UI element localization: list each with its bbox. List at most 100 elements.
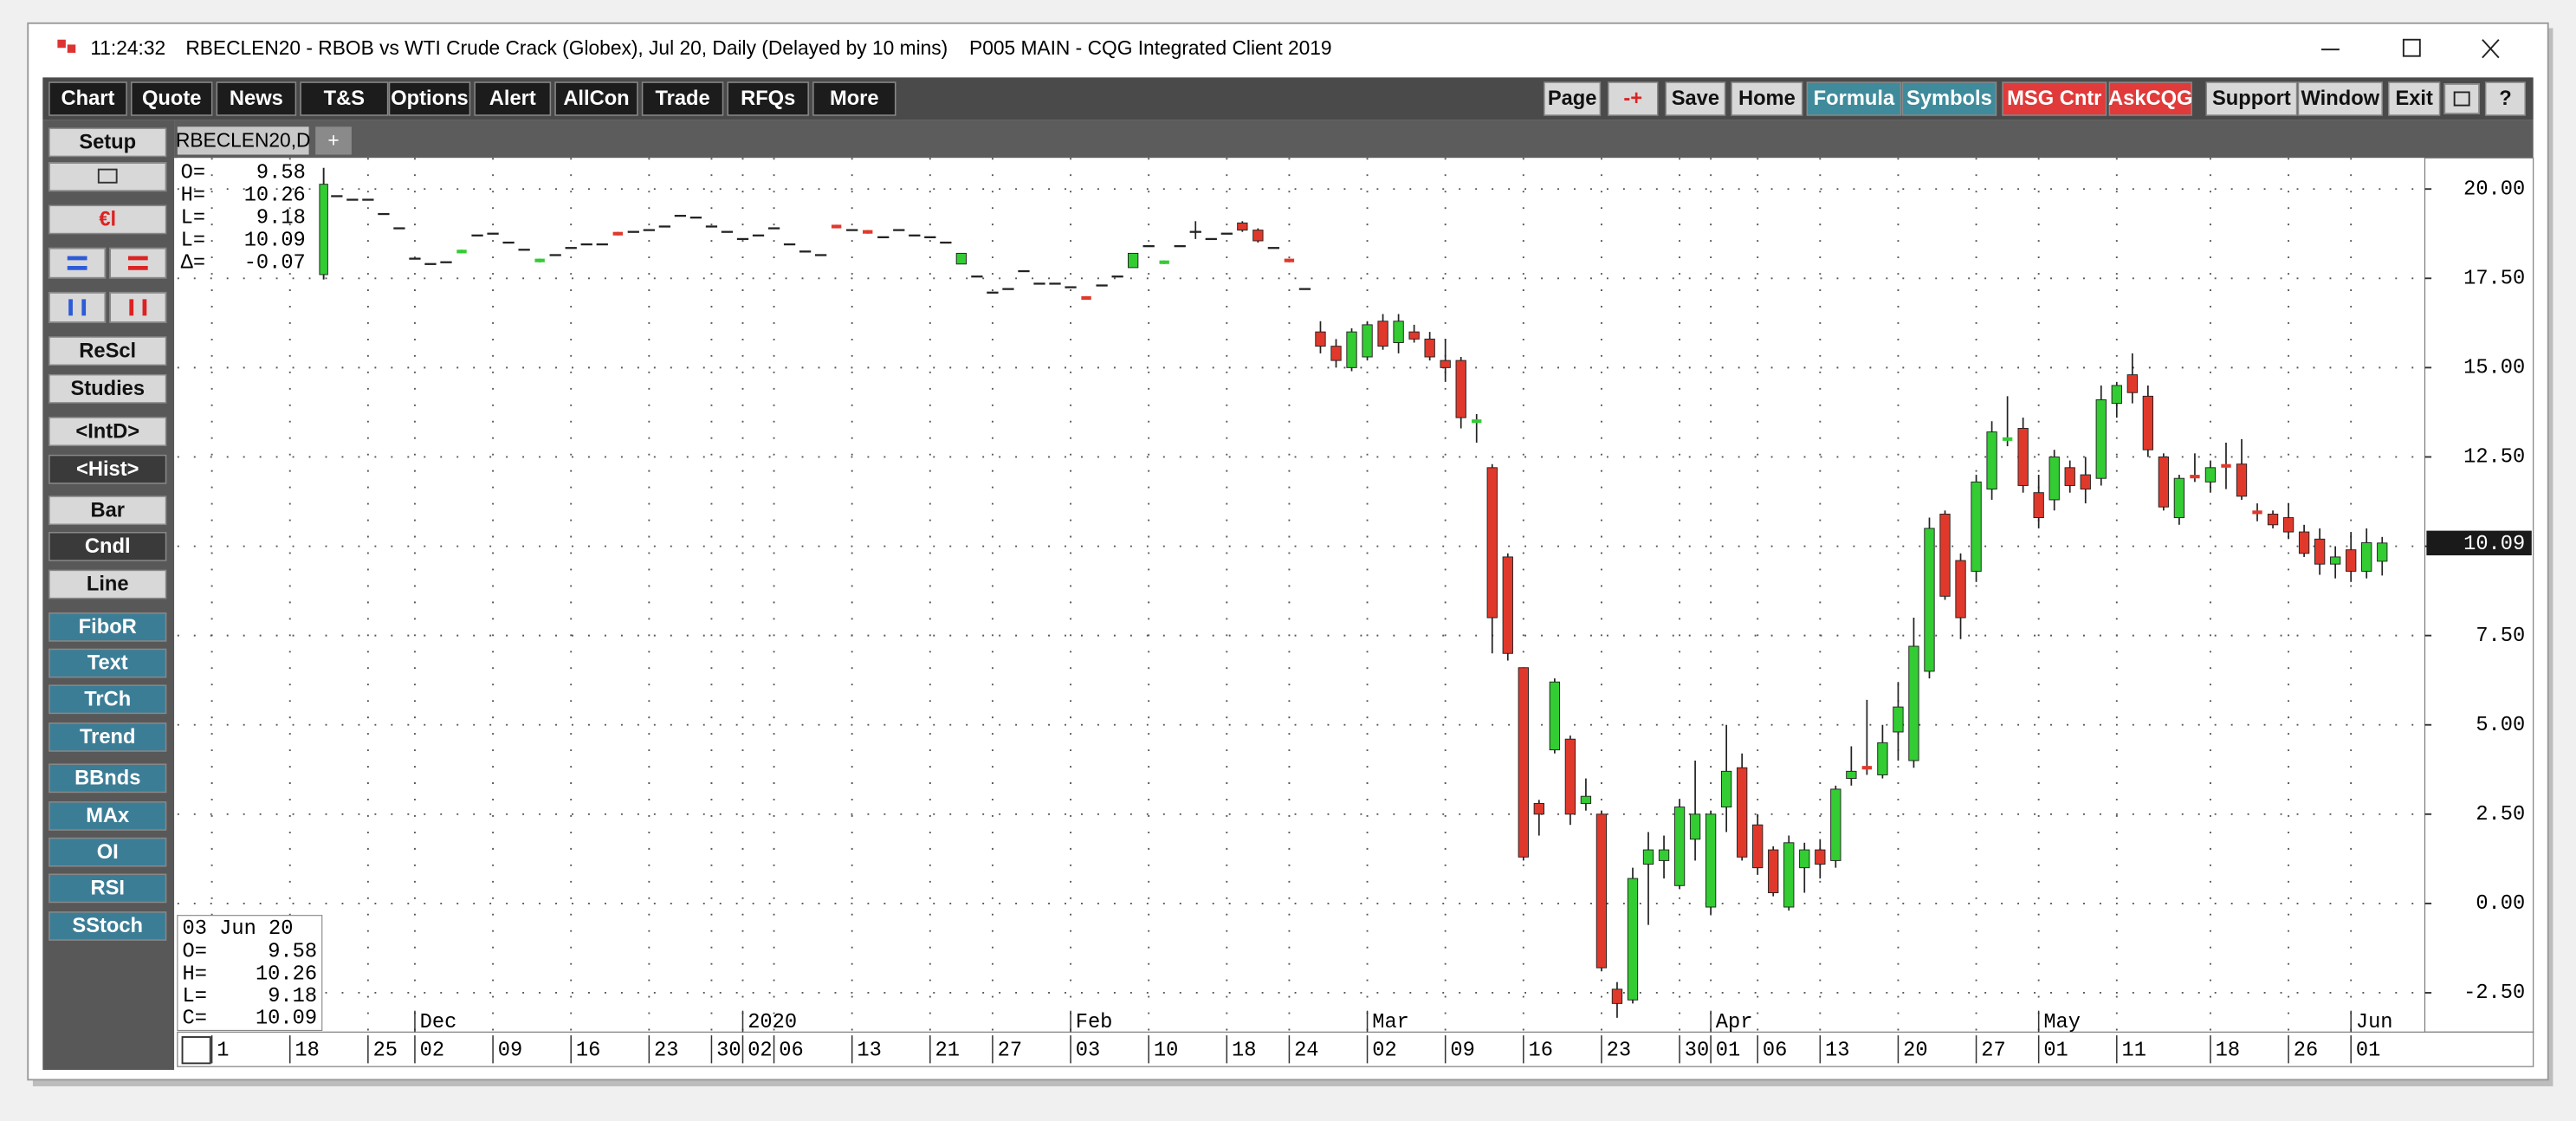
toolbar-button[interactable]: [2388, 81, 2441, 116]
new-tab-label[interactable]: +: [327, 128, 339, 151]
toolbar-button-label[interactable]: Exit: [2395, 87, 2433, 110]
sidebar-button[interactable]: [49, 722, 167, 752]
toolbar-button-label[interactable]: Quote: [142, 87, 201, 110]
print-button[interactable]: [48, 162, 167, 192]
toolbar-button-label[interactable]: -+: [1623, 87, 1642, 110]
toolbar-button[interactable]: [2484, 81, 2526, 116]
toolbar-button-label[interactable]: Support: [2212, 87, 2291, 110]
sidebar-button-label[interactable]: BBnds: [74, 768, 140, 790]
toolbar-button-label[interactable]: Options: [391, 87, 468, 110]
sidebar-button-label[interactable]: Line: [87, 573, 129, 596]
toolbar-button-label[interactable]: Formula: [1814, 87, 1895, 110]
chart-tab[interactable]: [177, 126, 309, 155]
sidebar-button-label[interactable]: OI: [97, 841, 119, 864]
restore-icon: [2453, 91, 2470, 107]
toolbar-button[interactable]: [812, 81, 896, 116]
toolbar-button-label[interactable]: AllCon: [563, 87, 629, 110]
toolbar-button[interactable]: [474, 81, 552, 116]
sidebar-button[interactable]: [49, 454, 167, 484]
sidebar-button[interactable]: [49, 569, 167, 599]
sidebar-button-label[interactable]: Text: [87, 652, 128, 675]
sidebar-button[interactable]: [49, 417, 167, 446]
x-tick-label: 02: [748, 1039, 772, 1062]
sidebar-button[interactable]: [49, 496, 167, 526]
candle-body: [1783, 842, 1795, 908]
sidebar-button-label[interactable]: Setup: [79, 132, 136, 154]
restore-button[interactable]: [2443, 83, 2481, 115]
sidebar-button[interactable]: [49, 373, 167, 404]
toolbar-button[interactable]: [1806, 81, 1902, 116]
toolbar-button-label[interactable]: MSG Cntr: [2007, 87, 2101, 110]
new-tab[interactable]: [315, 126, 352, 155]
toolbar-button[interactable]: [1901, 81, 1997, 116]
toolbar-button[interactable]: [2108, 81, 2192, 116]
sidebar-button-label[interactable]: €l: [99, 209, 116, 231]
toolbar-button[interactable]: [49, 81, 127, 116]
sidebar-button[interactable]: [49, 763, 167, 794]
chart-tab-label[interactable]: RBECLEN20,D: [176, 128, 311, 151]
tool-button[interactable]: [48, 291, 107, 323]
sidebar-button-label[interactable]: RSI: [90, 878, 125, 900]
toolbar-button[interactable]: [130, 81, 213, 116]
toolbar-button[interactable]: [2002, 81, 2107, 116]
toolbar-button-label[interactable]: T&S: [324, 87, 365, 110]
toolbar-button[interactable]: [1544, 81, 1602, 116]
toolbar-button-label[interactable]: Symbols: [1906, 87, 1992, 110]
maximize-button[interactable]: [2402, 38, 2421, 57]
toolbar-button[interactable]: [727, 81, 809, 116]
sidebar-button-label[interactable]: Bar: [90, 499, 125, 522]
data-box-candle: [319, 184, 328, 275]
sidebar-button[interactable]: [49, 873, 167, 904]
toolbar-button-label[interactable]: ?: [2499, 87, 2511, 110]
toolbar-button[interactable]: [2297, 81, 2383, 116]
sidebar-button[interactable]: [49, 204, 167, 235]
toolbar-button-label[interactable]: Home: [1738, 87, 1796, 110]
candle-body: [2158, 456, 2170, 508]
toolbar-button-label[interactable]: AskCQG: [2108, 87, 2192, 110]
toolbar-button-label[interactable]: Save: [1672, 87, 1719, 110]
sidebar-button[interactable]: [49, 801, 167, 831]
sidebar-button[interactable]: [49, 336, 167, 366]
tool-button[interactable]: [109, 247, 167, 279]
sidebar-button[interactable]: [49, 531, 167, 561]
toolbar-button-label[interactable]: Window: [2301, 87, 2380, 110]
sidebar-button[interactable]: [49, 612, 167, 642]
toolbar-button-label[interactable]: Page: [1548, 87, 1597, 110]
sidebar-button-label[interactable]: TrCh: [84, 688, 131, 710]
toolbar-button[interactable]: [1731, 81, 1803, 116]
toolbar-button[interactable]: [2205, 81, 2298, 116]
close-button[interactable]: [2482, 39, 2500, 59]
toolbar-button[interactable]: [300, 81, 389, 116]
toolbar-button-label[interactable]: Chart: [61, 87, 115, 110]
toolbar-button[interactable]: [1608, 81, 1659, 116]
toolbar-button[interactable]: [1665, 81, 1726, 116]
sidebar-button-label[interactable]: Cndl: [85, 535, 131, 558]
candle-body: [1720, 770, 1732, 808]
toolbar-button-label[interactable]: Trade: [655, 87, 709, 110]
sidebar-button[interactable]: [49, 648, 167, 678]
sidebar-button-label[interactable]: <IntD>: [75, 420, 139, 443]
sidebar-button-label[interactable]: ReScl: [79, 340, 136, 362]
tool-button[interactable]: [109, 291, 167, 323]
sidebar-button-label[interactable]: FiboR: [79, 616, 137, 638]
toolbar-button-label[interactable]: News: [230, 87, 283, 110]
sidebar-button[interactable]: [49, 911, 167, 941]
x-tick-label: 21: [935, 1039, 960, 1062]
sidebar-button[interactable]: [49, 837, 167, 867]
sidebar-button-label[interactable]: MAx: [86, 805, 129, 827]
toolbar-button[interactable]: [216, 81, 297, 116]
sidebar-button-label[interactable]: <Hist>: [76, 458, 139, 481]
tool-button[interactable]: [48, 247, 107, 279]
sidebar-button[interactable]: [49, 127, 167, 158]
toolbar-button[interactable]: [641, 81, 724, 116]
toolbar-button-label[interactable]: Alert: [489, 87, 536, 110]
toolbar-button-label[interactable]: More: [830, 87, 879, 110]
sidebar-button[interactable]: [49, 684, 167, 715]
sidebar-button-label[interactable]: Trend: [80, 726, 136, 748]
sidebar-button-label[interactable]: Studies: [70, 378, 145, 400]
toolbar-button-label[interactable]: RFQs: [741, 87, 795, 110]
axis-corner-box[interactable]: [181, 1036, 211, 1065]
sidebar-button-label[interactable]: SStoch: [72, 915, 143, 937]
toolbar-button[interactable]: [554, 81, 638, 116]
toolbar-button[interactable]: [388, 81, 471, 116]
